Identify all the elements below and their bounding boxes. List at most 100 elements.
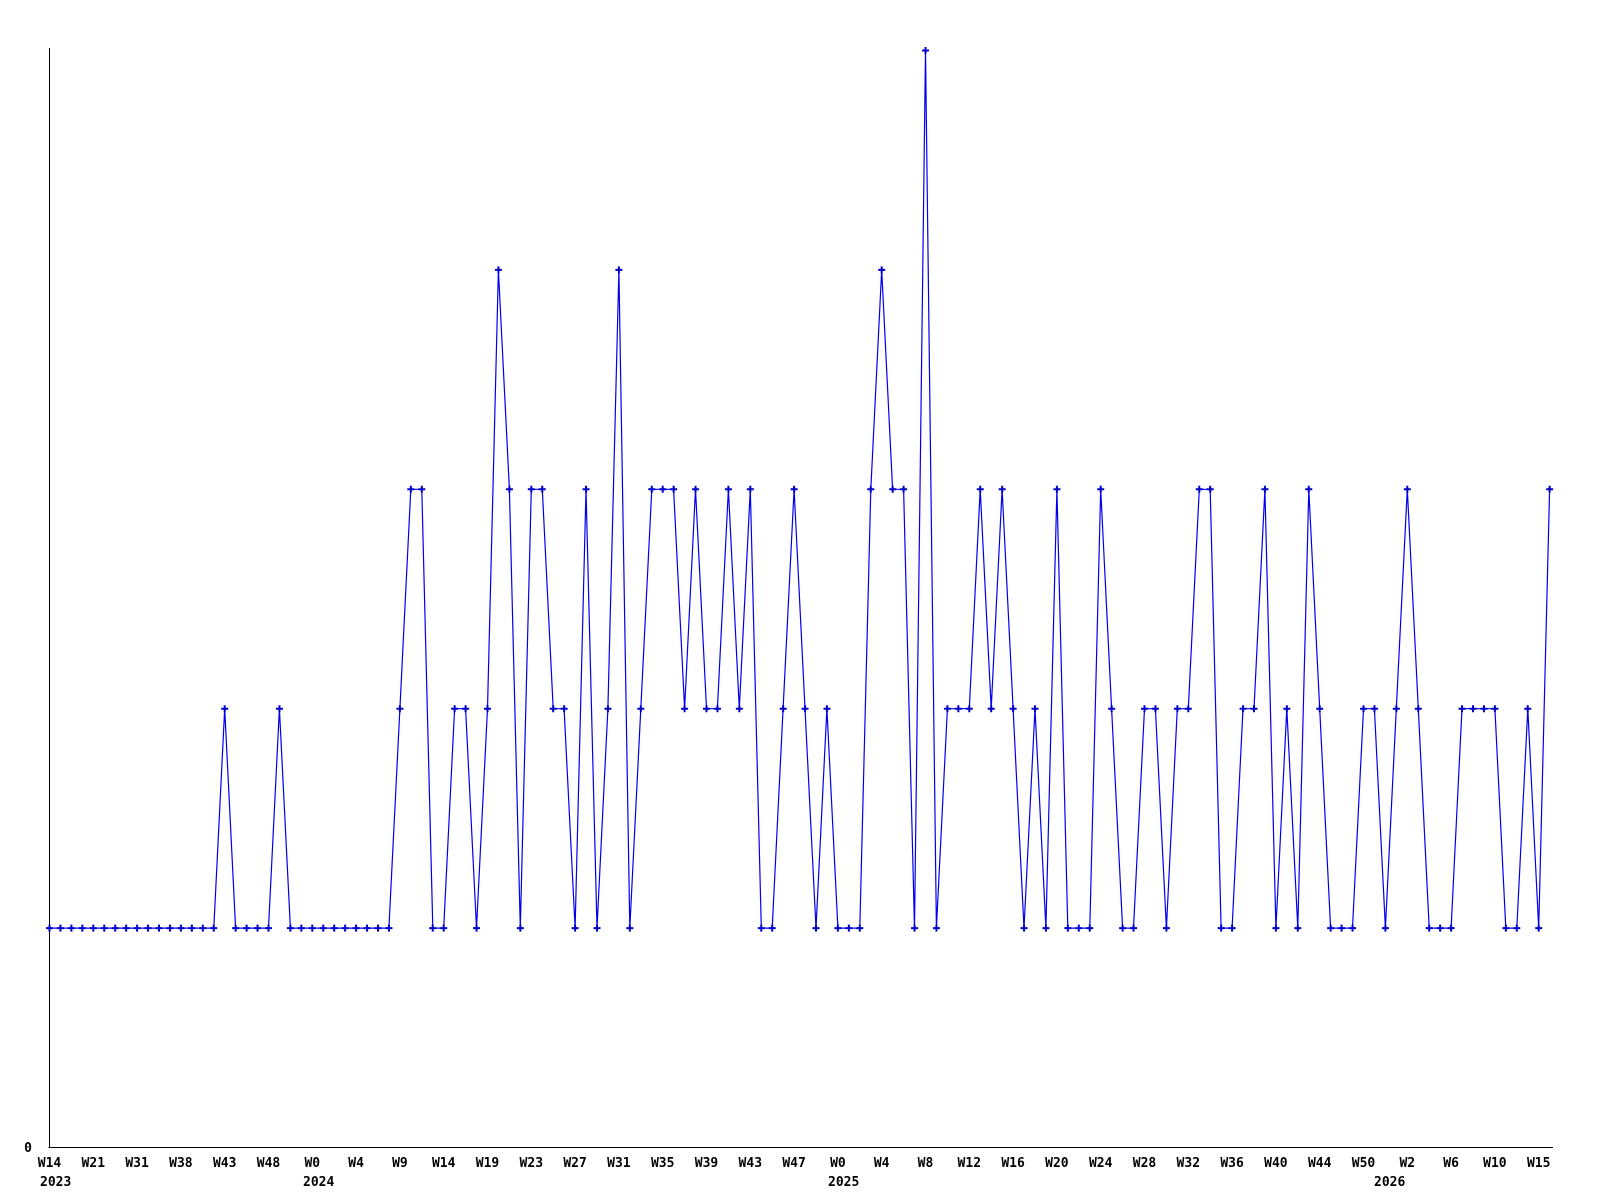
data-point-marker — [1239, 705, 1247, 713]
data-point-marker — [1108, 705, 1116, 713]
data-point-marker — [746, 485, 754, 493]
x-tick-label: W48 — [257, 1156, 281, 1171]
data-point-marker — [451, 705, 459, 713]
x-tick-label: W4 — [874, 1156, 890, 1171]
data-point-marker — [1349, 924, 1357, 932]
data-point-marker — [1250, 705, 1258, 713]
x-tick-label: W4 — [348, 1156, 364, 1171]
data-point-marker — [768, 924, 776, 932]
x-tick-label: W43 — [213, 1156, 236, 1171]
data-point-marker — [429, 924, 437, 932]
data-point-marker — [900, 485, 908, 493]
data-point-marker — [363, 924, 371, 932]
data-point-marker — [199, 924, 207, 932]
data-point-marker — [1141, 705, 1148, 713]
x-tick-label: W2 — [1399, 1156, 1415, 1171]
data-point-marker — [1075, 924, 1083, 932]
data-point-marker — [144, 924, 152, 932]
data-point-marker — [1480, 705, 1488, 713]
data-point-marker — [330, 924, 338, 932]
data-point-marker — [724, 485, 732, 493]
data-point-marker — [856, 924, 864, 932]
data-point-marker — [1524, 705, 1532, 713]
data-point-marker — [1403, 485, 1411, 493]
data-point-marker — [615, 266, 623, 274]
data-point-marker — [473, 924, 481, 932]
data-point-marker — [210, 924, 218, 932]
x-tick-label: W19 — [476, 1156, 499, 1171]
data-point-marker — [1294, 924, 1302, 932]
data-point-marker — [1195, 485, 1203, 493]
data-point-marker — [845, 924, 853, 932]
data-point-marker — [308, 924, 316, 932]
data-point-marker — [527, 485, 535, 493]
data-point-marker — [1381, 924, 1389, 932]
data-point-marker — [232, 924, 240, 932]
data-point-marker — [681, 705, 689, 713]
data-point-marker — [757, 924, 765, 932]
data-point-marker — [484, 705, 491, 713]
data-point-marker — [221, 705, 229, 713]
data-point-marker — [823, 705, 831, 713]
x-tick-label: W23 — [520, 1156, 543, 1171]
data-point-marker — [1130, 924, 1138, 932]
data-point-marker — [911, 924, 919, 932]
data-point-marker — [505, 485, 513, 493]
data-point-marker — [1491, 705, 1499, 713]
x-tick-label: W8 — [918, 1156, 934, 1171]
data-point-marker — [418, 485, 426, 493]
year-label: 2023 — [40, 1175, 71, 1190]
data-point-marker — [703, 705, 710, 713]
data-point-marker — [834, 924, 842, 932]
data-point-marker — [1338, 924, 1346, 932]
data-point-marker — [1458, 705, 1466, 713]
x-tick-label: W12 — [958, 1156, 981, 1171]
x-tick-label: W44 — [1308, 1156, 1332, 1171]
x-tick-label: W50 — [1352, 1156, 1376, 1171]
data-point-marker — [440, 924, 448, 932]
data-point-marker — [779, 705, 787, 713]
data-point-marker — [265, 924, 272, 932]
data-point-marker — [462, 705, 470, 713]
data-point-marker — [1327, 924, 1335, 932]
data-point-marker — [735, 705, 743, 713]
data-point-marker — [692, 485, 700, 493]
data-point-marker — [1097, 485, 1105, 493]
data-point-marker — [275, 705, 283, 713]
x-tick-label: W27 — [563, 1156, 586, 1171]
data-point-marker — [1162, 924, 1170, 932]
data-point-marker — [374, 924, 382, 932]
data-point-marker — [243, 924, 251, 932]
x-tick-label: W24 — [1089, 1156, 1113, 1171]
data-point-marker — [155, 924, 163, 932]
data-point-marker — [188, 924, 196, 932]
data-point-marker — [1392, 705, 1400, 713]
data-point-marker — [790, 485, 798, 493]
data-point-marker — [965, 705, 973, 713]
data-point-marker — [1217, 924, 1225, 932]
data-point-marker — [801, 705, 809, 713]
x-tick-label: W38 — [169, 1156, 193, 1171]
x-tick-label: W28 — [1133, 1156, 1157, 1171]
x-tick-label: W0 — [304, 1156, 320, 1171]
x-tick-label: W14 — [432, 1156, 456, 1171]
x-tick-label: W15 — [1527, 1156, 1550, 1171]
data-point-marker — [1086, 924, 1094, 932]
data-point-marker — [932, 924, 940, 932]
data-point-marker — [396, 705, 404, 713]
data-point-marker — [1370, 705, 1378, 713]
data-point-marker — [571, 924, 579, 932]
year-label: 2025 — [828, 1175, 859, 1190]
data-point-marker — [46, 924, 53, 932]
data-point-marker — [1119, 924, 1127, 932]
data-point-marker — [1436, 924, 1444, 932]
data-point-marker — [560, 705, 568, 713]
data-point-marker — [1414, 705, 1422, 713]
data-point-marker — [943, 705, 951, 713]
data-point-marker — [1469, 705, 1477, 713]
data-point-marker — [1316, 705, 1324, 713]
data-point-marker — [122, 924, 130, 932]
data-point-marker — [1305, 485, 1313, 493]
data-series-line — [49, 49, 1551, 929]
